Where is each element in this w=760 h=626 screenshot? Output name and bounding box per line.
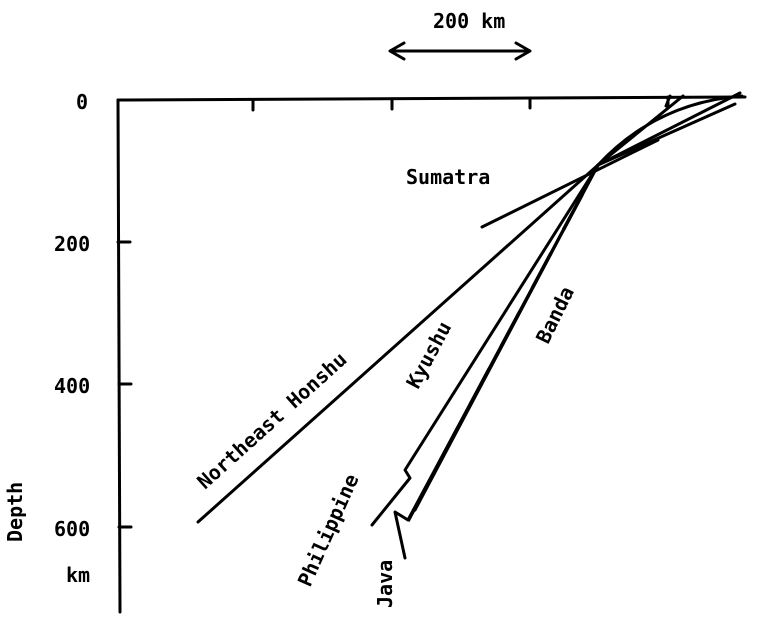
surface-line <box>116 95 747 102</box>
depth-ticks <box>116 240 133 529</box>
scale-bar-arrow <box>388 41 532 61</box>
scale-bar-label: 200 km <box>433 9 505 33</box>
depth-tick-label-0: 0 <box>76 90 88 114</box>
label-banda: Banda <box>531 283 579 348</box>
label-philippine: Philippine <box>293 470 364 590</box>
depth-axis-unit: km <box>66 563 90 587</box>
label-java: Java <box>373 560 397 608</box>
trench-tick <box>664 94 672 108</box>
depth-tick-label-400: 400 <box>54 374 90 398</box>
philippine-profile <box>370 163 600 527</box>
northeast-honshu-profile <box>196 163 600 524</box>
depth-axis-title: Depth <box>3 482 27 542</box>
trench-segment-b <box>596 102 737 167</box>
depth-tick-label-200: 200 <box>54 232 90 256</box>
label-sumatra: Sumatra <box>406 165 490 189</box>
label-kyushu: Kyushu <box>401 317 456 392</box>
trench-segment-c <box>596 94 744 167</box>
label-northeast-honshu: Northeast Honshu <box>192 347 351 494</box>
depth-axis <box>116 98 122 614</box>
slab-profiles <box>196 91 744 560</box>
java-profile <box>393 163 600 560</box>
depth-tick-label-600: 600 <box>54 517 90 541</box>
sumatra-profile <box>480 138 660 229</box>
trench-segment-d <box>596 94 685 167</box>
